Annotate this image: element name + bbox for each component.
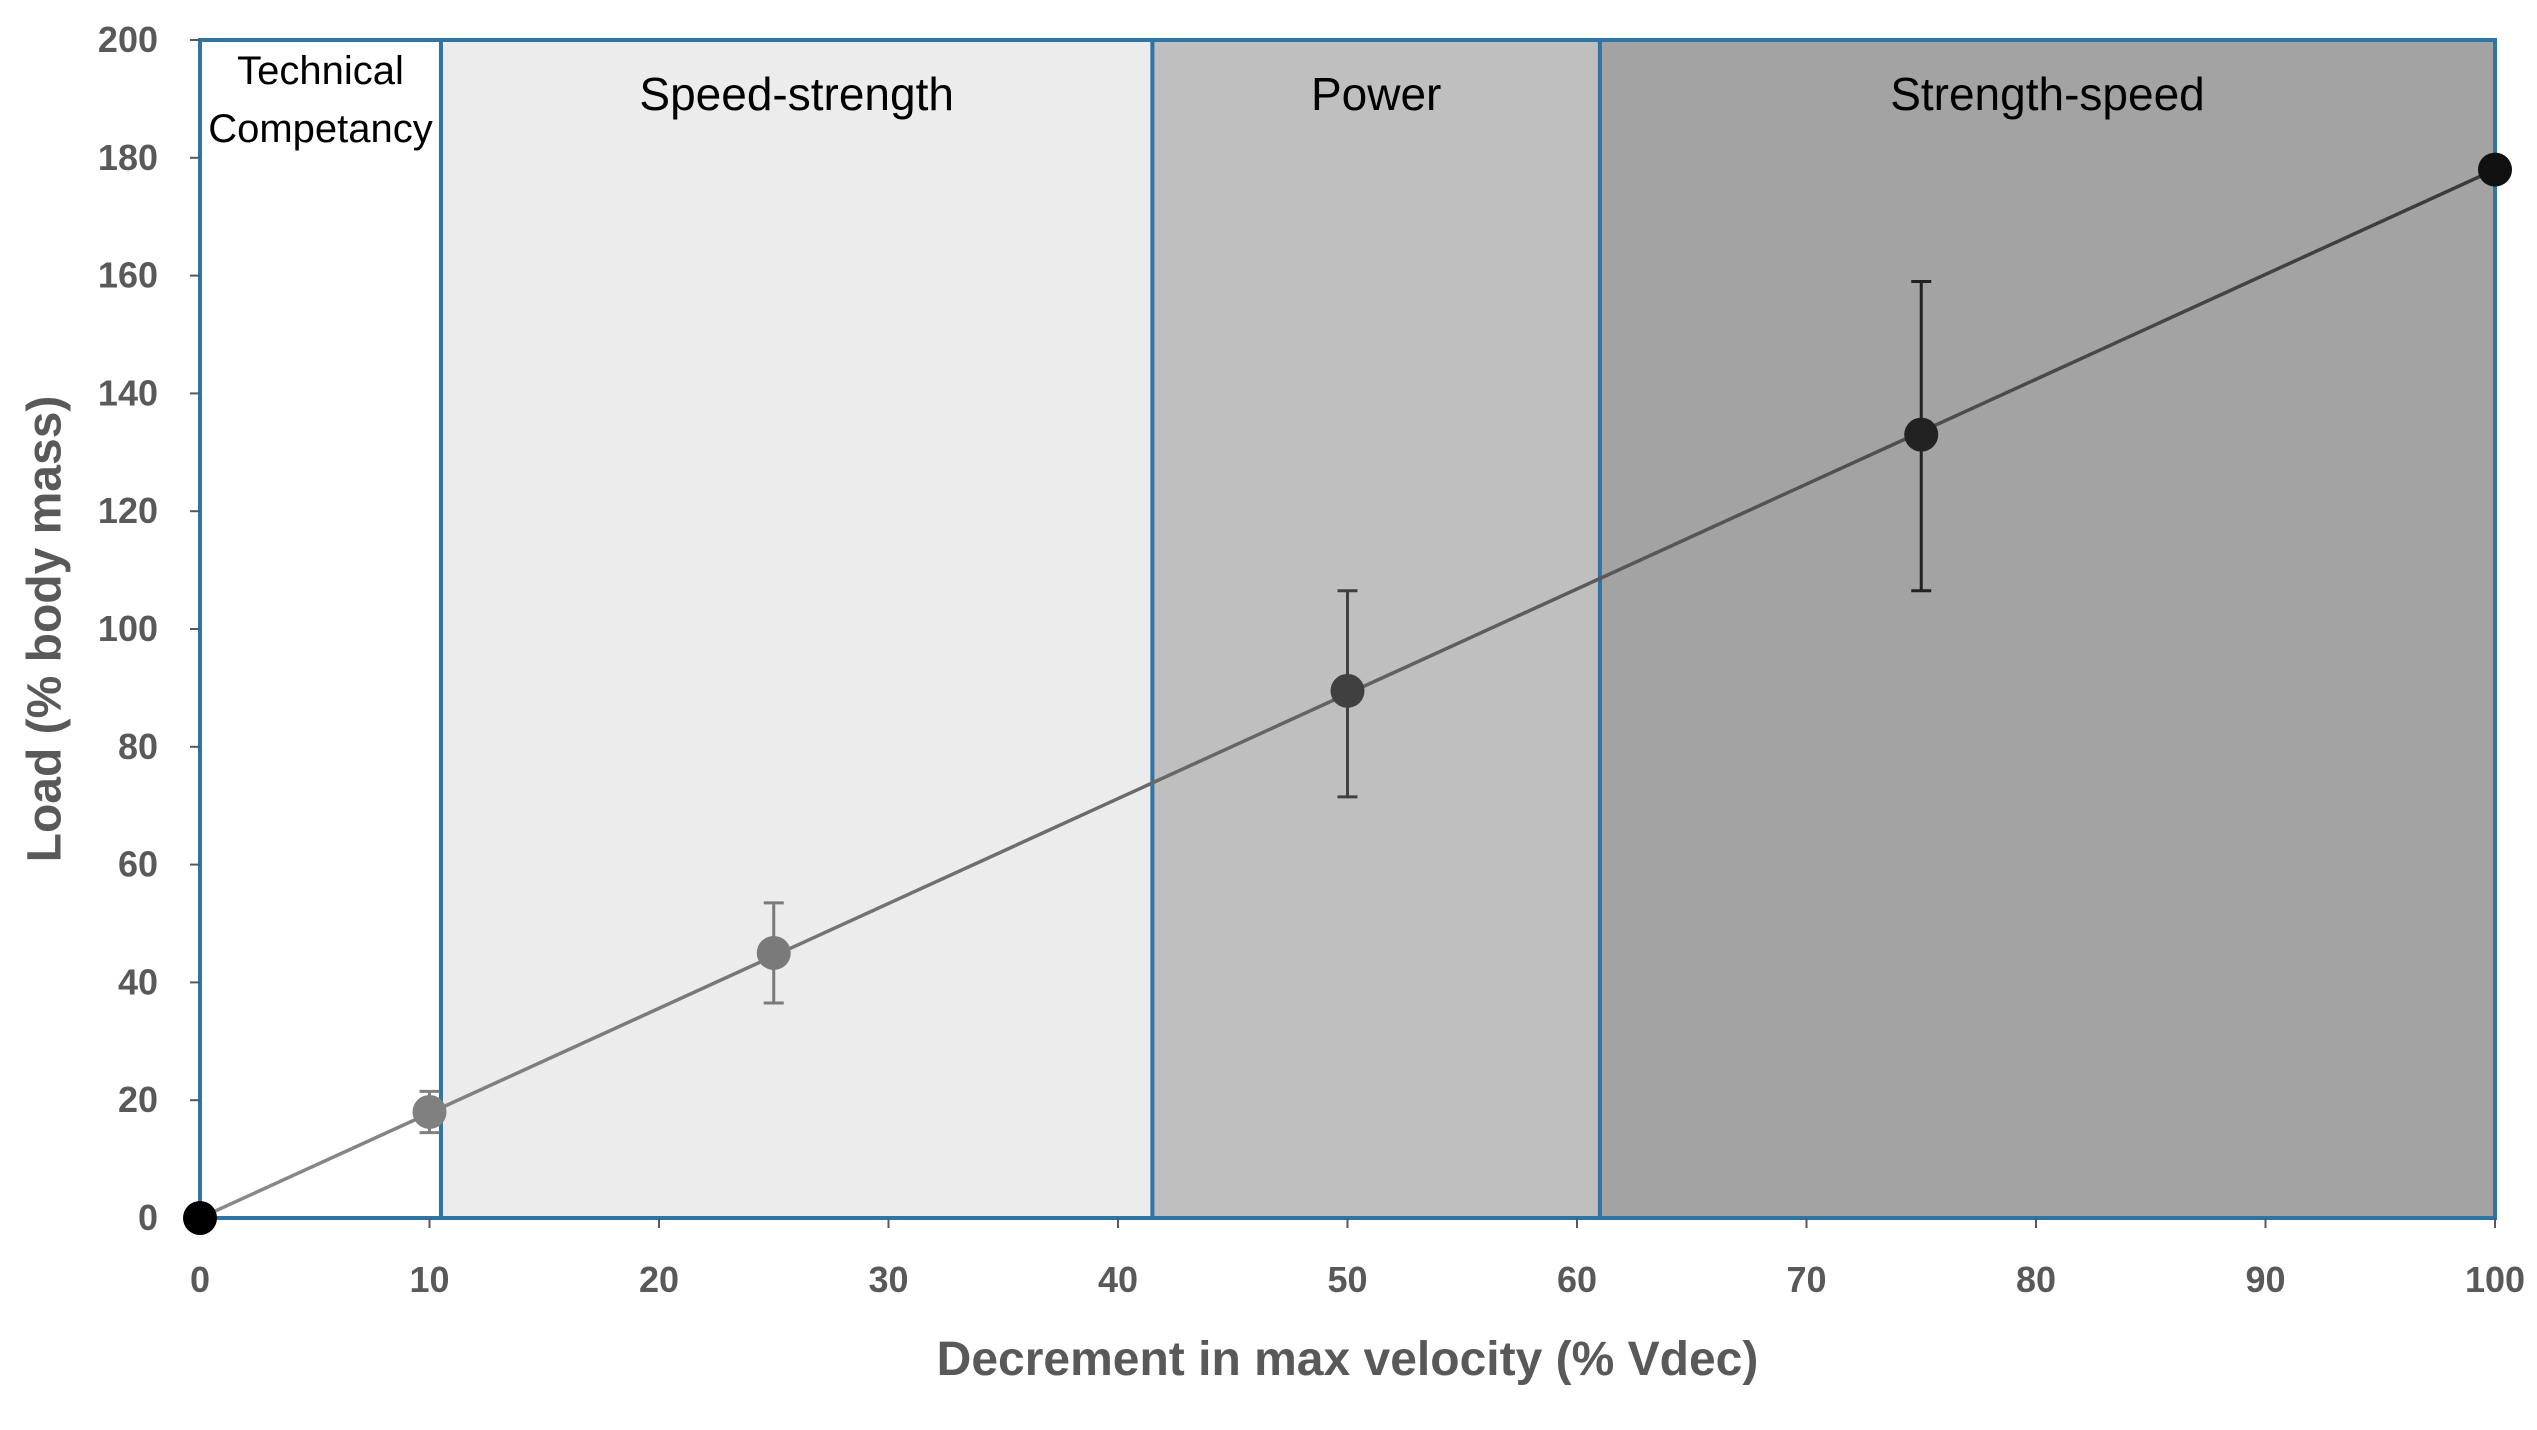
x-tick-label-2: 20: [639, 1259, 679, 1300]
y-tick-label-4: 80: [118, 726, 158, 767]
y-tick-label-2: 40: [118, 961, 158, 1002]
y-axis-title: Load (% body mass): [19, 396, 72, 863]
points-layer: [183, 152, 2512, 1235]
y-tick-label-8: 160: [98, 255, 158, 296]
zone-label-0-1: Competancy: [208, 107, 433, 151]
data-point-2: [756, 935, 791, 970]
x-axis-title: Decrement in max velocity (% Vdec): [937, 1333, 1759, 1386]
x-tick-label-1: 10: [409, 1259, 449, 1300]
x-tick-label-4: 40: [1098, 1259, 1138, 1300]
data-point-5: [2478, 152, 2512, 187]
zone-band-3: [1597, 38, 2497, 1220]
zone-label-1-0: Speed-strength: [639, 68, 954, 120]
x-tick-label-3: 30: [868, 1259, 908, 1300]
data-point-3: [1330, 673, 1365, 708]
y-tick-label-9: 180: [98, 137, 158, 178]
y-tick-label-6: 120: [98, 490, 158, 531]
zone-label-0-0: Technical: [237, 49, 404, 93]
x-tick-label-9: 90: [2245, 1259, 2285, 1300]
x-tick-label-7: 70: [1786, 1259, 1826, 1300]
zone-band-0: [198, 38, 443, 1220]
y-tick-label-10: 200: [98, 19, 158, 60]
y-tick-label-1: 20: [118, 1079, 158, 1120]
zone-label-2-0: Power: [1311, 68, 1441, 120]
x-tick-label-0: 0: [190, 1259, 210, 1300]
zone-band-2: [1150, 38, 1602, 1220]
labels-layer: Decrement in max velocity (% Vdec) Load …: [19, 396, 1759, 1386]
x-tick-label-5: 50: [1327, 1259, 1367, 1300]
y-tick-label-7: 140: [98, 372, 158, 413]
data-point-1: [412, 1094, 447, 1129]
x-tick-label-6: 60: [1557, 1259, 1597, 1300]
y-tick-label-0: 0: [138, 1197, 158, 1238]
axes-layer: 0 20 40 60 80 100 120 140 160 180 200 0 10 20 30 40 50 60…: [98, 19, 2525, 1300]
y-tick-label-3: 60: [118, 844, 158, 885]
data-point-4: [1904, 417, 1939, 452]
x-tick-label-10: 100: [2465, 1259, 2525, 1300]
zone-band-1: [438, 38, 1155, 1220]
x-tick-label-8: 80: [2016, 1259, 2056, 1300]
y-tick-label-5: 100: [98, 608, 158, 649]
data-point-0: [183, 1201, 217, 1235]
zone-label-3-0: Strength-speed: [1890, 68, 2205, 120]
